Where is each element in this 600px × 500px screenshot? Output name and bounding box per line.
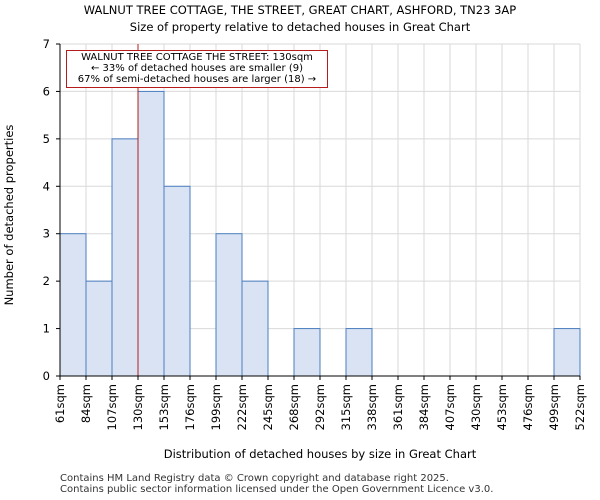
x-axis-label: Distribution of detached houses by size … [164,447,477,461]
x-tick-label: 361sqm [391,384,405,430]
x-tick-label: 245sqm [261,384,275,430]
x-tick-label: 84sqm [79,384,93,423]
bar [137,90,165,377]
bar [59,233,87,377]
chart-title: WALNUT TREE COTTAGE, THE STREET, GREAT C… [84,3,516,17]
axes [56,43,581,380]
x-tick-label: 430sqm [469,384,483,430]
y-tick-label: 4 [43,179,50,193]
x-tick-label: 407sqm [443,384,457,430]
annotation-line-3: 67% of semi-detached houses are larger (… [77,74,317,85]
footer-line-2: Contains public sector information licen… [60,484,494,495]
y-tick-label: 6 [43,84,50,98]
bar [85,280,113,377]
y-axis-label: Number of detached properties [2,125,16,306]
x-tick-label: 107sqm [105,384,119,430]
x-tick-label: 384sqm [417,384,431,430]
bar [111,138,139,377]
x-tick-label: 199sqm [209,384,223,430]
x-tick-label: 61sqm [53,384,67,423]
annotation-line-1: WALNUT TREE COTTAGE THE STREET: 130sqm [81,52,313,63]
y-tick-label: 2 [43,274,50,288]
x-tick-label: 453sqm [495,384,509,430]
annotation-line-2: ← 33% of detached houses are smaller (9) [91,63,303,74]
annotation-box: WALNUT TREE COTTAGE THE STREET: 130sqm ←… [66,50,328,88]
x-tick-label: 222sqm [235,384,249,430]
x-tick-label: 315sqm [339,384,353,430]
x-tick-label: 499sqm [547,384,561,430]
x-tick-label: 338sqm [365,384,379,430]
x-tick-label: 176sqm [183,384,197,430]
bar [345,328,373,377]
y-tick-label: 3 [43,227,50,241]
bar [163,185,191,377]
x-tick-label: 130sqm [131,384,145,430]
bar [553,328,581,377]
y-tick-label: 0 [43,369,50,383]
footer-line-1: Contains HM Land Registry data © Crown c… [60,473,449,484]
y-tick-label: 7 [43,37,50,51]
bar [241,280,269,377]
bars [59,44,581,377]
x-tick-label: 292sqm [313,384,327,430]
x-tick-label: 522sqm [573,384,587,430]
tick-labels: 0 1 2 3 4 5 6 7 61sqm 84sqm 107sqm 130sqm 153sqm 176s… [43,37,587,430]
bar [293,328,321,377]
y-tick-label: 1 [43,322,50,336]
y-tick-label: 5 [43,132,50,146]
x-tick-label: 476sqm [521,384,535,430]
chart-subtitle: Size of property relative to detached ho… [130,20,471,34]
bar [215,233,243,377]
x-tick-label: 153sqm [157,384,171,430]
x-tick-label: 268sqm [287,384,301,430]
